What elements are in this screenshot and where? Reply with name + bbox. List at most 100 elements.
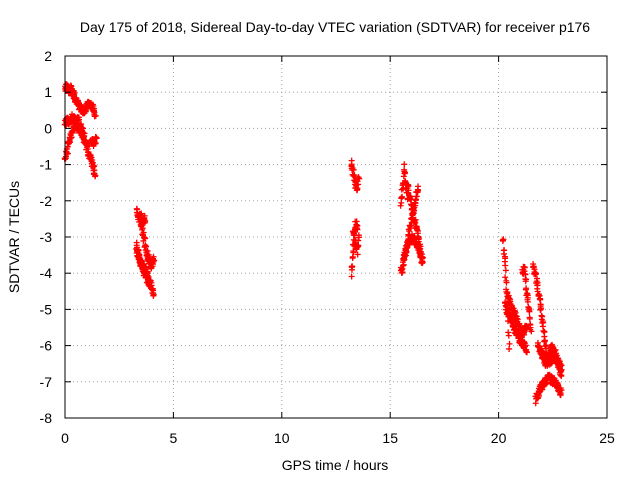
data-point-marker [350, 249, 357, 256]
data-point-marker [523, 325, 530, 332]
y-tick-label: -1 [40, 157, 53, 173]
data-point-marker [92, 112, 99, 119]
data-point-marker [354, 222, 361, 229]
data-point-marker [557, 392, 564, 399]
data-point-marker [530, 263, 537, 270]
x-tick-label: 25 [599, 430, 615, 446]
data-point-marker [141, 212, 148, 219]
data-point-marker [513, 313, 520, 320]
data-point-marker [400, 261, 407, 268]
data-point-marker [534, 282, 541, 289]
data-point-marker [402, 169, 409, 176]
data-point-marker [558, 372, 565, 379]
data-point-marker [558, 366, 565, 373]
data-point-marker [502, 262, 509, 269]
data-point-marker [92, 140, 99, 147]
data-point-marker [535, 392, 542, 399]
data-point-marker [349, 263, 356, 270]
chart-title: Day 175 of 2018, Sidereal Day-to-day VTE… [80, 19, 590, 35]
data-point-marker [540, 327, 547, 334]
data-point-marker [356, 234, 363, 241]
y-tick-label: -5 [40, 301, 53, 317]
x-tick-label: 15 [382, 430, 398, 446]
data-point-marker [349, 253, 356, 260]
data-point-marker [538, 305, 545, 312]
data-point-marker [558, 387, 565, 394]
data-point-marker [526, 308, 533, 315]
data-point-marker [355, 181, 362, 188]
data-point-marker [90, 162, 97, 169]
data-point-marker [527, 324, 534, 331]
x-tick-label: 0 [61, 430, 69, 446]
data-point-marker [522, 278, 529, 285]
data-point-marker [415, 183, 422, 190]
data-point-marker [356, 175, 363, 182]
data-point-marker [71, 124, 78, 131]
axis-ticks [64, 55, 608, 419]
data-point-marker [419, 254, 426, 261]
data-point-marker [71, 90, 78, 97]
data-point-marker [528, 328, 535, 335]
data-point-marker [403, 248, 410, 255]
data-point-marker [142, 218, 149, 225]
x-tick-labels: 0 5 10 15 20 25 [61, 430, 615, 446]
y-axis-title: SDTVAR / TECUs [6, 181, 22, 293]
x-axis-title: GPS time / hours [282, 457, 389, 473]
data-point-marker [401, 161, 408, 168]
data-point-marker [354, 185, 361, 192]
data-point-marker [410, 210, 417, 217]
y-tick-label: -6 [40, 338, 53, 354]
data-point-marker [505, 332, 512, 339]
data-point-marker [502, 303, 509, 310]
x-tick-label: 10 [274, 430, 290, 446]
data-point-marker [64, 150, 71, 157]
data-point-marker [532, 271, 539, 278]
data-point-marker [82, 108, 89, 115]
data-point-marker [350, 166, 357, 173]
data-point-marker [412, 236, 419, 243]
data-point-marker [503, 279, 510, 286]
data-point-marker [521, 268, 528, 275]
data-point-marker [75, 116, 82, 123]
data-point-marker [523, 349, 530, 356]
data-point-marker [354, 251, 361, 258]
data-point-marker [406, 228, 413, 235]
data-point-marker [348, 273, 355, 280]
data-point-marker [148, 264, 155, 271]
data-point-marker [146, 283, 153, 290]
data-point-marker [85, 143, 92, 150]
x-tick-label: 5 [170, 430, 178, 446]
data-point-marker [552, 351, 559, 358]
y-tick-label: -3 [40, 229, 53, 245]
data-point-marker [68, 134, 75, 141]
y-tick-label: 1 [44, 84, 52, 100]
data-point-marker [405, 187, 412, 194]
data-point-marker [555, 381, 562, 388]
data-point-marker [522, 286, 529, 293]
data-point-marker [526, 314, 533, 321]
grid-lines [65, 56, 607, 418]
y-tick-label: 2 [44, 48, 52, 64]
y-tick-label: -2 [40, 193, 53, 209]
data-point-marker [502, 274, 509, 281]
data-point-marker [418, 253, 425, 260]
data-point-marker [144, 272, 151, 279]
data-point-marker [550, 346, 557, 353]
data-point-marker [514, 316, 521, 323]
data-point-marker [541, 329, 548, 336]
x-tick-label: 20 [491, 430, 507, 446]
data-point-marker [499, 237, 506, 244]
data-point-marker [142, 235, 149, 242]
data-point-marker [355, 237, 362, 244]
data-points [61, 81, 565, 407]
data-point-marker [506, 295, 513, 302]
data-point-marker [524, 298, 531, 305]
y-tick-label: 0 [44, 120, 52, 136]
data-point-marker [135, 247, 142, 254]
data-point-marker [522, 270, 529, 277]
data-point-marker [139, 225, 146, 232]
data-point-marker [500, 250, 507, 257]
data-point-marker [81, 132, 88, 139]
data-point-marker [407, 222, 414, 229]
